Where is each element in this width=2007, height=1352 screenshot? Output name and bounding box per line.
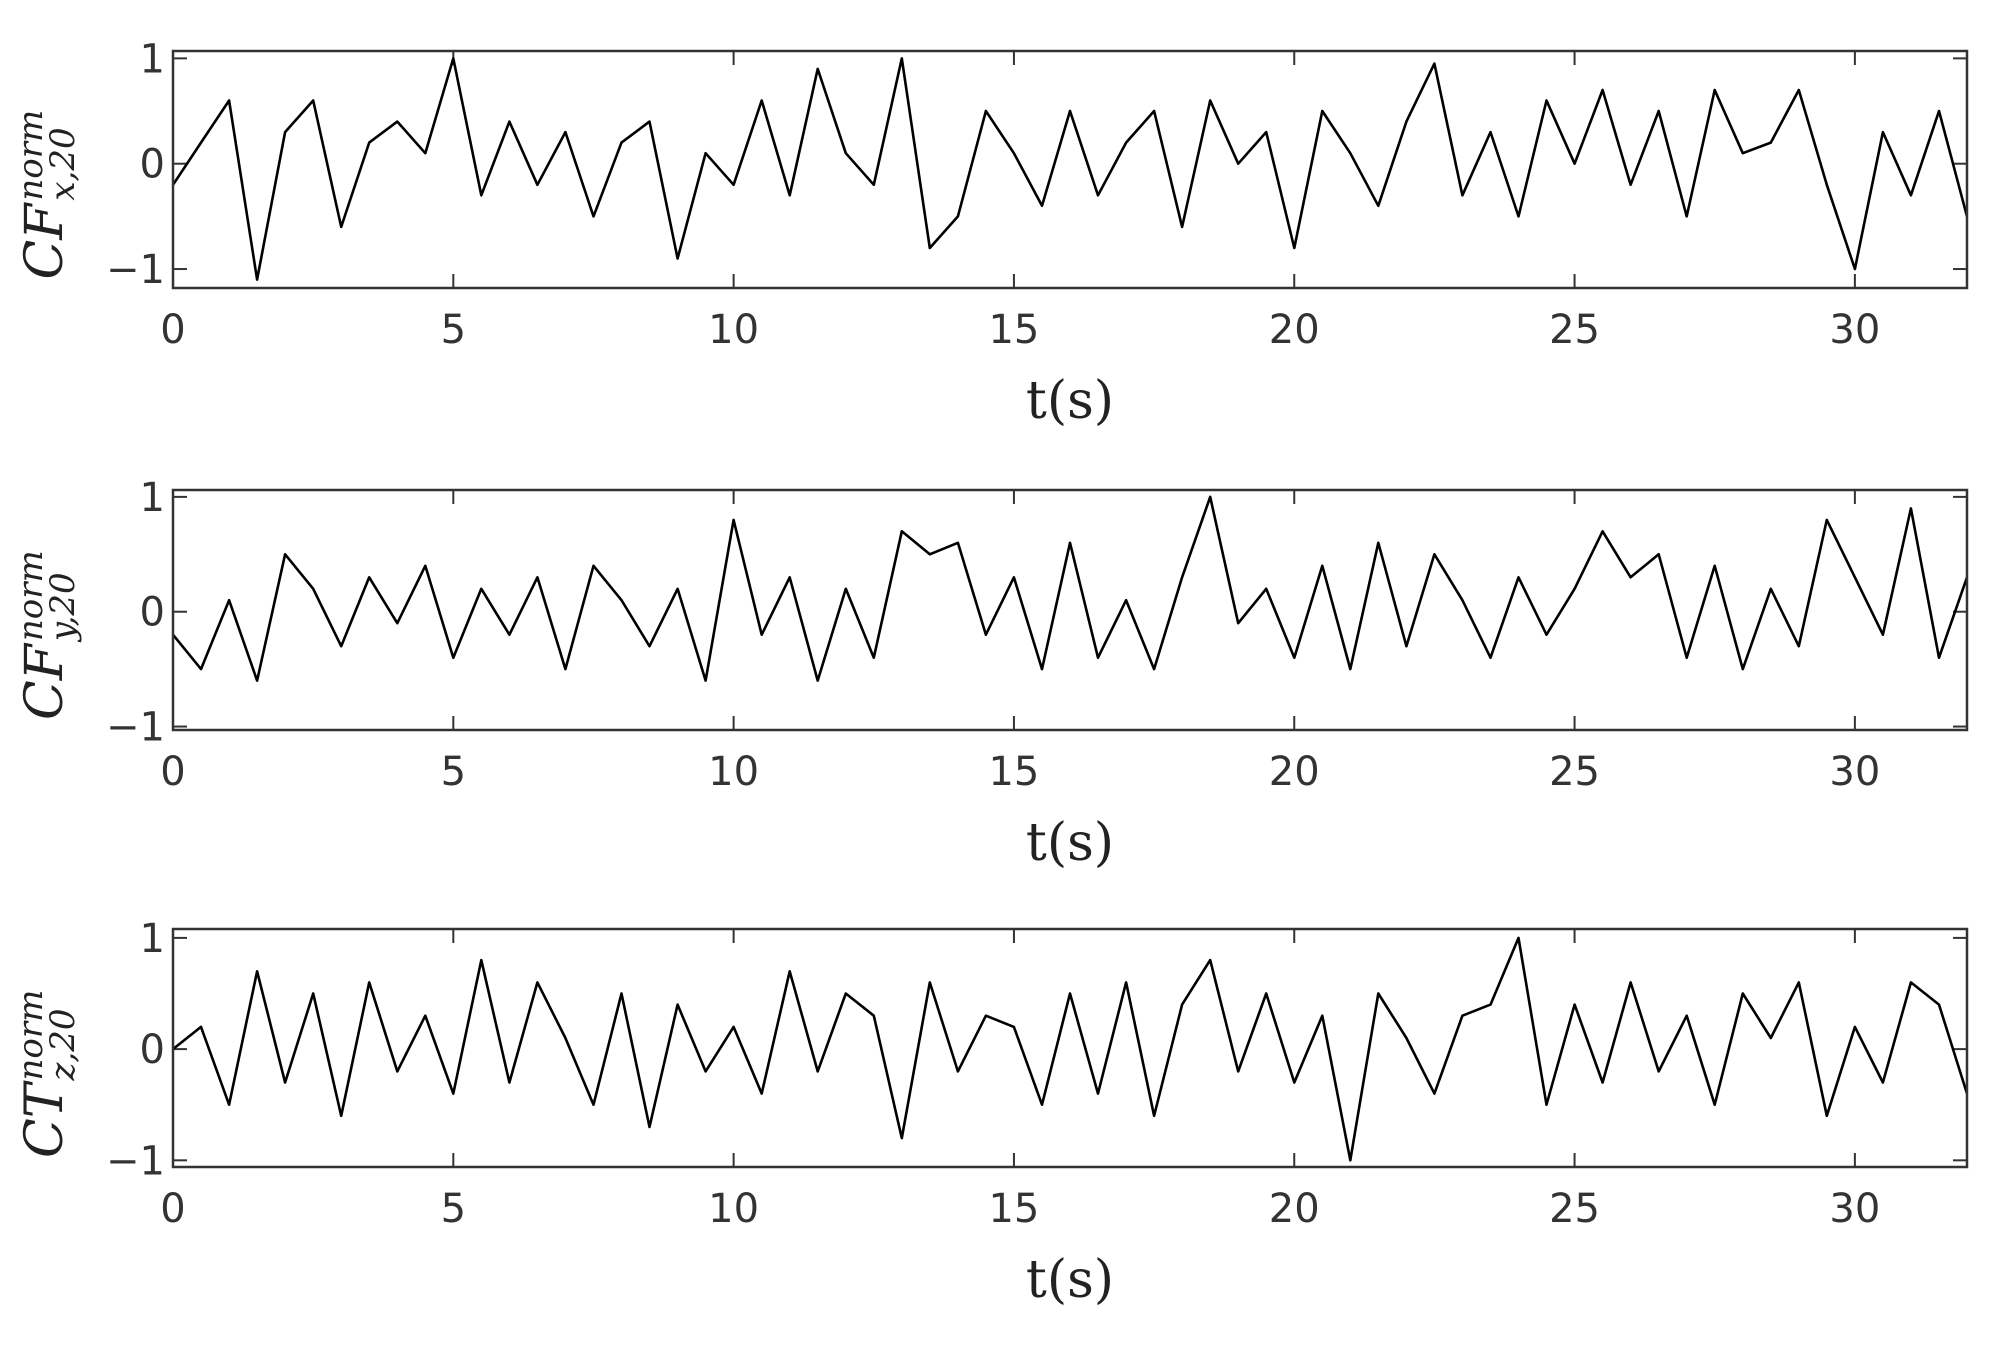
y-label-sub: z,20 xyxy=(43,1009,83,1082)
x-tick-label: 25 xyxy=(1549,749,1600,795)
y-label-main: CT xyxy=(15,1080,75,1158)
axes-box xyxy=(171,927,1969,1169)
y-label-main: CF xyxy=(15,642,75,720)
x-tick-label: 15 xyxy=(988,1186,1039,1232)
y-tick-label: 0 xyxy=(140,590,165,636)
y-tick-label: 1 xyxy=(140,36,165,82)
y-tick-label: 0 xyxy=(140,1027,165,1073)
x-tick-label: 25 xyxy=(1549,1186,1600,1232)
x-tick-label: 5 xyxy=(441,1186,466,1232)
x-tick-label: 30 xyxy=(1829,307,1880,353)
y-label-main: CF xyxy=(15,202,75,280)
x-axis-label: t(s) xyxy=(1026,813,1114,873)
x-tick-label: 20 xyxy=(1269,749,1320,795)
x-tick-label: 15 xyxy=(988,749,1039,795)
x-tick-label: 5 xyxy=(441,307,466,353)
x-tick-label: 0 xyxy=(160,1186,185,1232)
x-tick-label: 25 xyxy=(1549,307,1600,353)
signal-line xyxy=(171,495,1969,682)
y-tick-label: −1 xyxy=(106,705,165,751)
y-label-sub: y,20 xyxy=(43,572,83,643)
x-tick-label: 30 xyxy=(1829,749,1880,795)
y-tick-label: −1 xyxy=(106,1138,165,1184)
x-tick-label: 15 xyxy=(988,307,1039,353)
x-axis-label: t(s) xyxy=(1026,1250,1114,1310)
y-label-sup: norm xyxy=(11,110,51,201)
x-axis-label: t(s) xyxy=(1026,371,1114,431)
y-label-sub: x,20 xyxy=(43,127,83,200)
axes-box xyxy=(171,488,1969,732)
signal-line xyxy=(172,936,1969,1162)
y-tick-label: 1 xyxy=(140,475,165,521)
x-tick-label: 30 xyxy=(1829,1186,1880,1232)
y-label-sup: norm xyxy=(11,990,51,1081)
x-tick-label: 0 xyxy=(160,307,185,353)
y-tick-label: 0 xyxy=(140,142,165,188)
x-tick-label: 10 xyxy=(708,307,759,353)
x-tick-label: 10 xyxy=(708,1186,759,1232)
x-tick-label: 20 xyxy=(1269,307,1320,353)
y-tick-label: 1 xyxy=(140,916,165,962)
x-tick-label: 10 xyxy=(708,749,759,795)
x-tick-label: 5 xyxy=(441,749,466,795)
x-tick-label: 0 xyxy=(160,749,185,795)
x-tick-label: 20 xyxy=(1269,1186,1320,1232)
y-tick-label: −1 xyxy=(106,247,165,293)
signal-line xyxy=(171,57,1969,281)
y-label-sup: norm xyxy=(11,550,51,641)
axes-box xyxy=(171,49,1969,290)
